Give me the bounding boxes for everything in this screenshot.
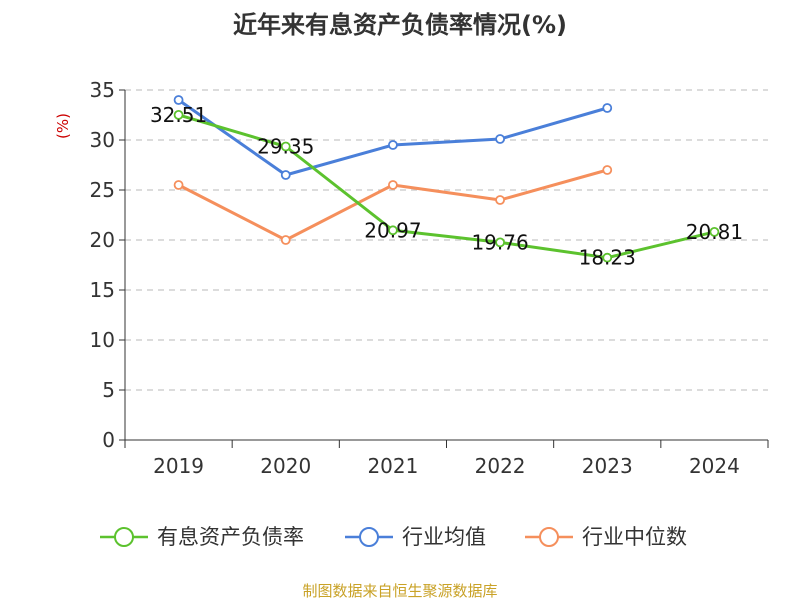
x-tick-label: 2019: [153, 454, 204, 478]
legend-item[interactable]: 有息资产负债率: [100, 525, 304, 549]
data-point[interactable]: [602, 252, 613, 263]
data-point[interactable]: [709, 226, 720, 237]
data-point[interactable]: [602, 103, 613, 113]
series-lines: [173, 95, 720, 263]
chart-title: 近年来有息资产负债率情况(%): [233, 11, 567, 39]
y-axis-label: (%): [54, 113, 72, 139]
x-tick-label: 2020: [260, 454, 311, 478]
x-tick-label: 2023: [582, 454, 633, 478]
x-tick-label: 2022: [475, 454, 526, 478]
legend-marker: [359, 527, 379, 547]
data-labels: 32.51 29.35 20.97 19.76 18.23 20.81: [150, 103, 743, 270]
legend[interactable]: 有息资产负债率 行业均值 行业中位数: [100, 525, 687, 549]
axes: [119, 89, 769, 448]
x-tick-label: 2021: [367, 454, 418, 478]
y-tick-label: 15: [90, 278, 115, 302]
series-1: [173, 95, 613, 180]
series-0: [173, 110, 720, 263]
legend-item[interactable]: 行业均值: [345, 525, 486, 549]
data-label: 20.81: [686, 220, 743, 244]
data-point[interactable]: [602, 165, 613, 175]
legend-item[interactable]: 行业中位数: [525, 525, 687, 549]
y-tick-label: 25: [90, 178, 115, 202]
data-label: 18.23: [579, 246, 636, 270]
data-point[interactable]: [280, 170, 291, 180]
data-point[interactable]: [495, 134, 505, 144]
data-point[interactable]: [495, 237, 505, 248]
data-point[interactable]: [173, 95, 184, 105]
series-2: [173, 165, 613, 245]
data-point[interactable]: [388, 140, 398, 150]
series-line: [177, 98, 608, 177]
data-point[interactable]: [280, 235, 291, 245]
y-tick-label: 10: [90, 328, 115, 352]
y-tick-labels: 0 5 10 15 20 25 30 35: [90, 78, 115, 452]
y-tick-label: 20: [90, 228, 115, 252]
data-point[interactable]: [280, 141, 291, 152]
data-point[interactable]: [173, 180, 184, 190]
x-tick-label: 2024: [689, 454, 740, 478]
data-point[interactable]: [388, 225, 398, 236]
y-tick-label: 5: [102, 378, 115, 402]
data-label: 19.76: [471, 230, 528, 254]
data-label: 32.51: [150, 103, 207, 127]
grid-lines: [125, 89, 768, 391]
x-tick-labels: 2019 2020 2021 2022 2023 2024: [153, 454, 740, 478]
data-point[interactable]: [173, 110, 184, 120]
legend-label: 行业均值: [402, 525, 486, 549]
source-note: 制图数据来自恒生聚源数据库: [302, 582, 497, 600]
data-point[interactable]: [495, 195, 505, 205]
y-tick-label: 0: [102, 428, 115, 452]
legend-marker: [114, 527, 134, 547]
series-line: [178, 113, 715, 260]
data-point[interactable]: [388, 180, 398, 190]
data-label: 29.35: [257, 135, 314, 159]
legend-label: 有息资产负债率: [157, 525, 304, 549]
y-tick-label: 35: [90, 78, 115, 102]
legend-label: 行业中位数: [582, 525, 687, 549]
data-label: 20.97: [364, 218, 421, 242]
y-tick-label: 30: [90, 128, 115, 152]
legend-marker: [539, 527, 559, 547]
